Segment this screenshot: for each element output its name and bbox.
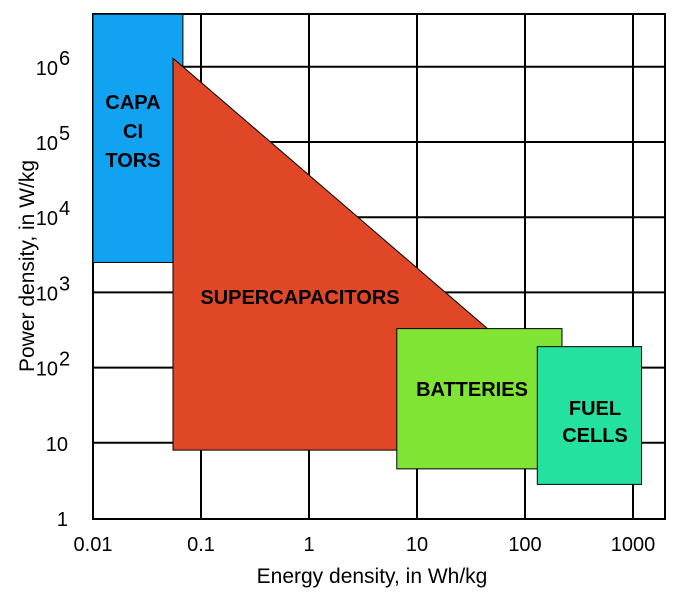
capacitors-label: TORS [105,150,160,172]
x-tick-label: 0.1 [187,534,215,556]
capacitors-region [92,13,184,263]
y-tick-exponent: 2 [59,349,70,371]
x-tick-label: 10 [406,534,428,556]
x-tick-label: 0.01 [74,534,113,556]
x-tick-label: 1 [303,534,314,556]
regions [92,13,643,485]
x-tick-label: 100 [508,534,541,556]
plot-frame [92,13,666,520]
batteries-label: BATTERIES [416,379,528,401]
supercapacitors-label: SUPERCAPACITORS [200,287,399,309]
y-tick-exponent: 4 [59,198,70,220]
x-tick-label: 1000 [611,534,656,556]
capacitors-label: CI [123,121,143,143]
y-tick-label: 10 [36,208,58,230]
y-tick-label: 10 [36,133,58,155]
x-axis-label: Energy density, in Wh/kg [257,565,488,588]
y-tick-exponent: 6 [59,48,70,70]
y-axis-label: Power density, in W/kg [16,160,39,372]
x-tick-labels: 0.01 0.1 1 10 100 1000 [74,534,656,556]
y-tick-label: 1 [57,509,68,531]
y-tick-label: 10 [36,359,58,381]
y-tick-exponent: 3 [59,273,70,295]
fuel-cells-label: CELLS [562,425,628,447]
batteries-region [396,328,563,470]
y-tick-label: 10 [36,283,58,305]
fuel-cells-label: FUEL [569,398,621,420]
y-tick-exponent: 5 [59,123,70,145]
fuel-cells-region [536,346,643,485]
region-labels: CAPA CI TORS SUPERCAPACITORS BATTERIES FUEL CE… [105,92,627,447]
y-tick-label: 10 [46,434,68,456]
capacitors-label: CAPA [105,92,160,114]
y-tick-label: 10 [36,58,58,80]
